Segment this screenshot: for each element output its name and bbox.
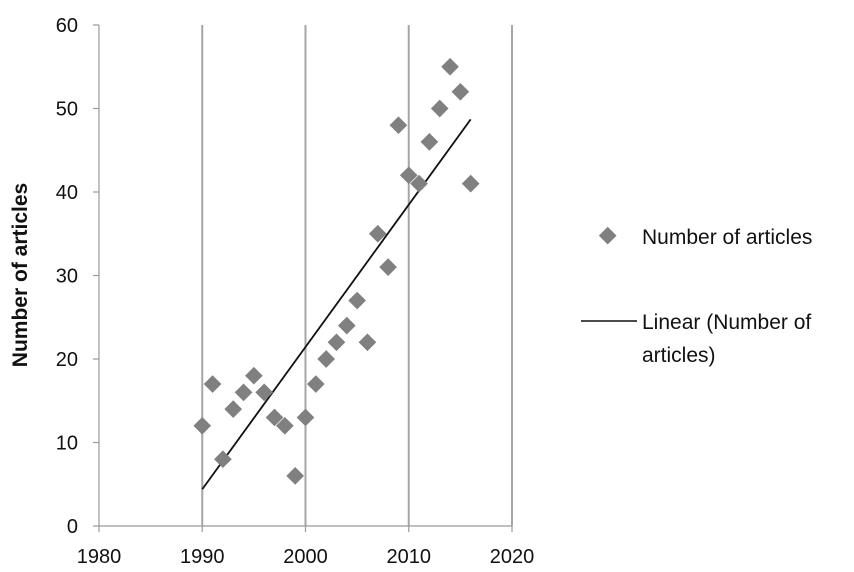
data-point-2013 — [430, 99, 449, 118]
y-axis-title: Number of articles — [9, 183, 32, 367]
data-point-1991 — [203, 375, 222, 393]
vertical-gridlines — [201, 25, 513, 526]
data-point-2010 — [399, 166, 418, 185]
data-point-2000 — [296, 408, 315, 427]
data-point-1997 — [265, 408, 284, 427]
data-point-2008 — [379, 258, 397, 276]
data-point-2002 — [317, 350, 335, 368]
data-point-2004 — [337, 316, 356, 335]
data-point-1993 — [224, 400, 243, 418]
data-point-1998 — [276, 416, 294, 435]
legend-scatter-label: Number of articles — [642, 226, 812, 249]
data-point-2001 — [306, 375, 325, 393]
data-point-1994 — [234, 383, 253, 402]
data-points — [193, 57, 480, 485]
y-tick-label-10: 10 — [56, 433, 78, 455]
legend: Number of articles Linear (Number of arti… — [581, 226, 812, 367]
data-point-1992 — [214, 450, 232, 469]
data-point-2012 — [420, 133, 439, 151]
x-tick-label-2000: 2000 — [283, 546, 328, 568]
legend-linear-label-line: articles) — [642, 344, 716, 367]
y-tick-label-50: 50 — [56, 99, 78, 121]
data-point-2014 — [441, 57, 459, 76]
data-point-2009 — [389, 116, 408, 135]
y-tick-label-40: 40 — [56, 182, 78, 204]
trendline-layer — [201, 118, 472, 490]
x-tick-label-1990: 1990 — [180, 546, 225, 568]
data-point-2005 — [348, 291, 366, 310]
y-tick-label-0: 0 — [67, 516, 78, 538]
linear-trendline — [201, 118, 472, 490]
data-point-1995 — [245, 366, 263, 385]
x-tick-label-1980: 1980 — [77, 546, 122, 568]
y-tick-label-20: 20 — [56, 349, 78, 371]
data-point-1996 — [255, 383, 274, 402]
legend-scatter-marker — [598, 226, 617, 245]
y-tick-label-60: 60 — [56, 15, 78, 37]
data-point-1999 — [286, 467, 305, 485]
x-tick-label-2020: 2020 — [490, 546, 535, 568]
data-point-2003 — [327, 333, 346, 352]
data-point-2016 — [461, 174, 480, 193]
data-point-2006 — [358, 333, 377, 352]
legend-linear-label: Linear (Number of articles) — [642, 311, 811, 367]
data-point-2011 — [410, 174, 428, 193]
y-tick-label-30: 30 — [56, 266, 78, 288]
x-tick-label-2010: 2010 — [387, 546, 432, 568]
data-point-1990 — [193, 416, 212, 435]
legend-linear-label-line: Linear (Number of — [642, 311, 811, 334]
data-point-2015 — [451, 82, 470, 101]
data-point-2007 — [368, 224, 387, 243]
axis-ticks: 1980 1990 2000 2010 2020 0 10 20 30 40 50 60 — [56, 15, 535, 568]
